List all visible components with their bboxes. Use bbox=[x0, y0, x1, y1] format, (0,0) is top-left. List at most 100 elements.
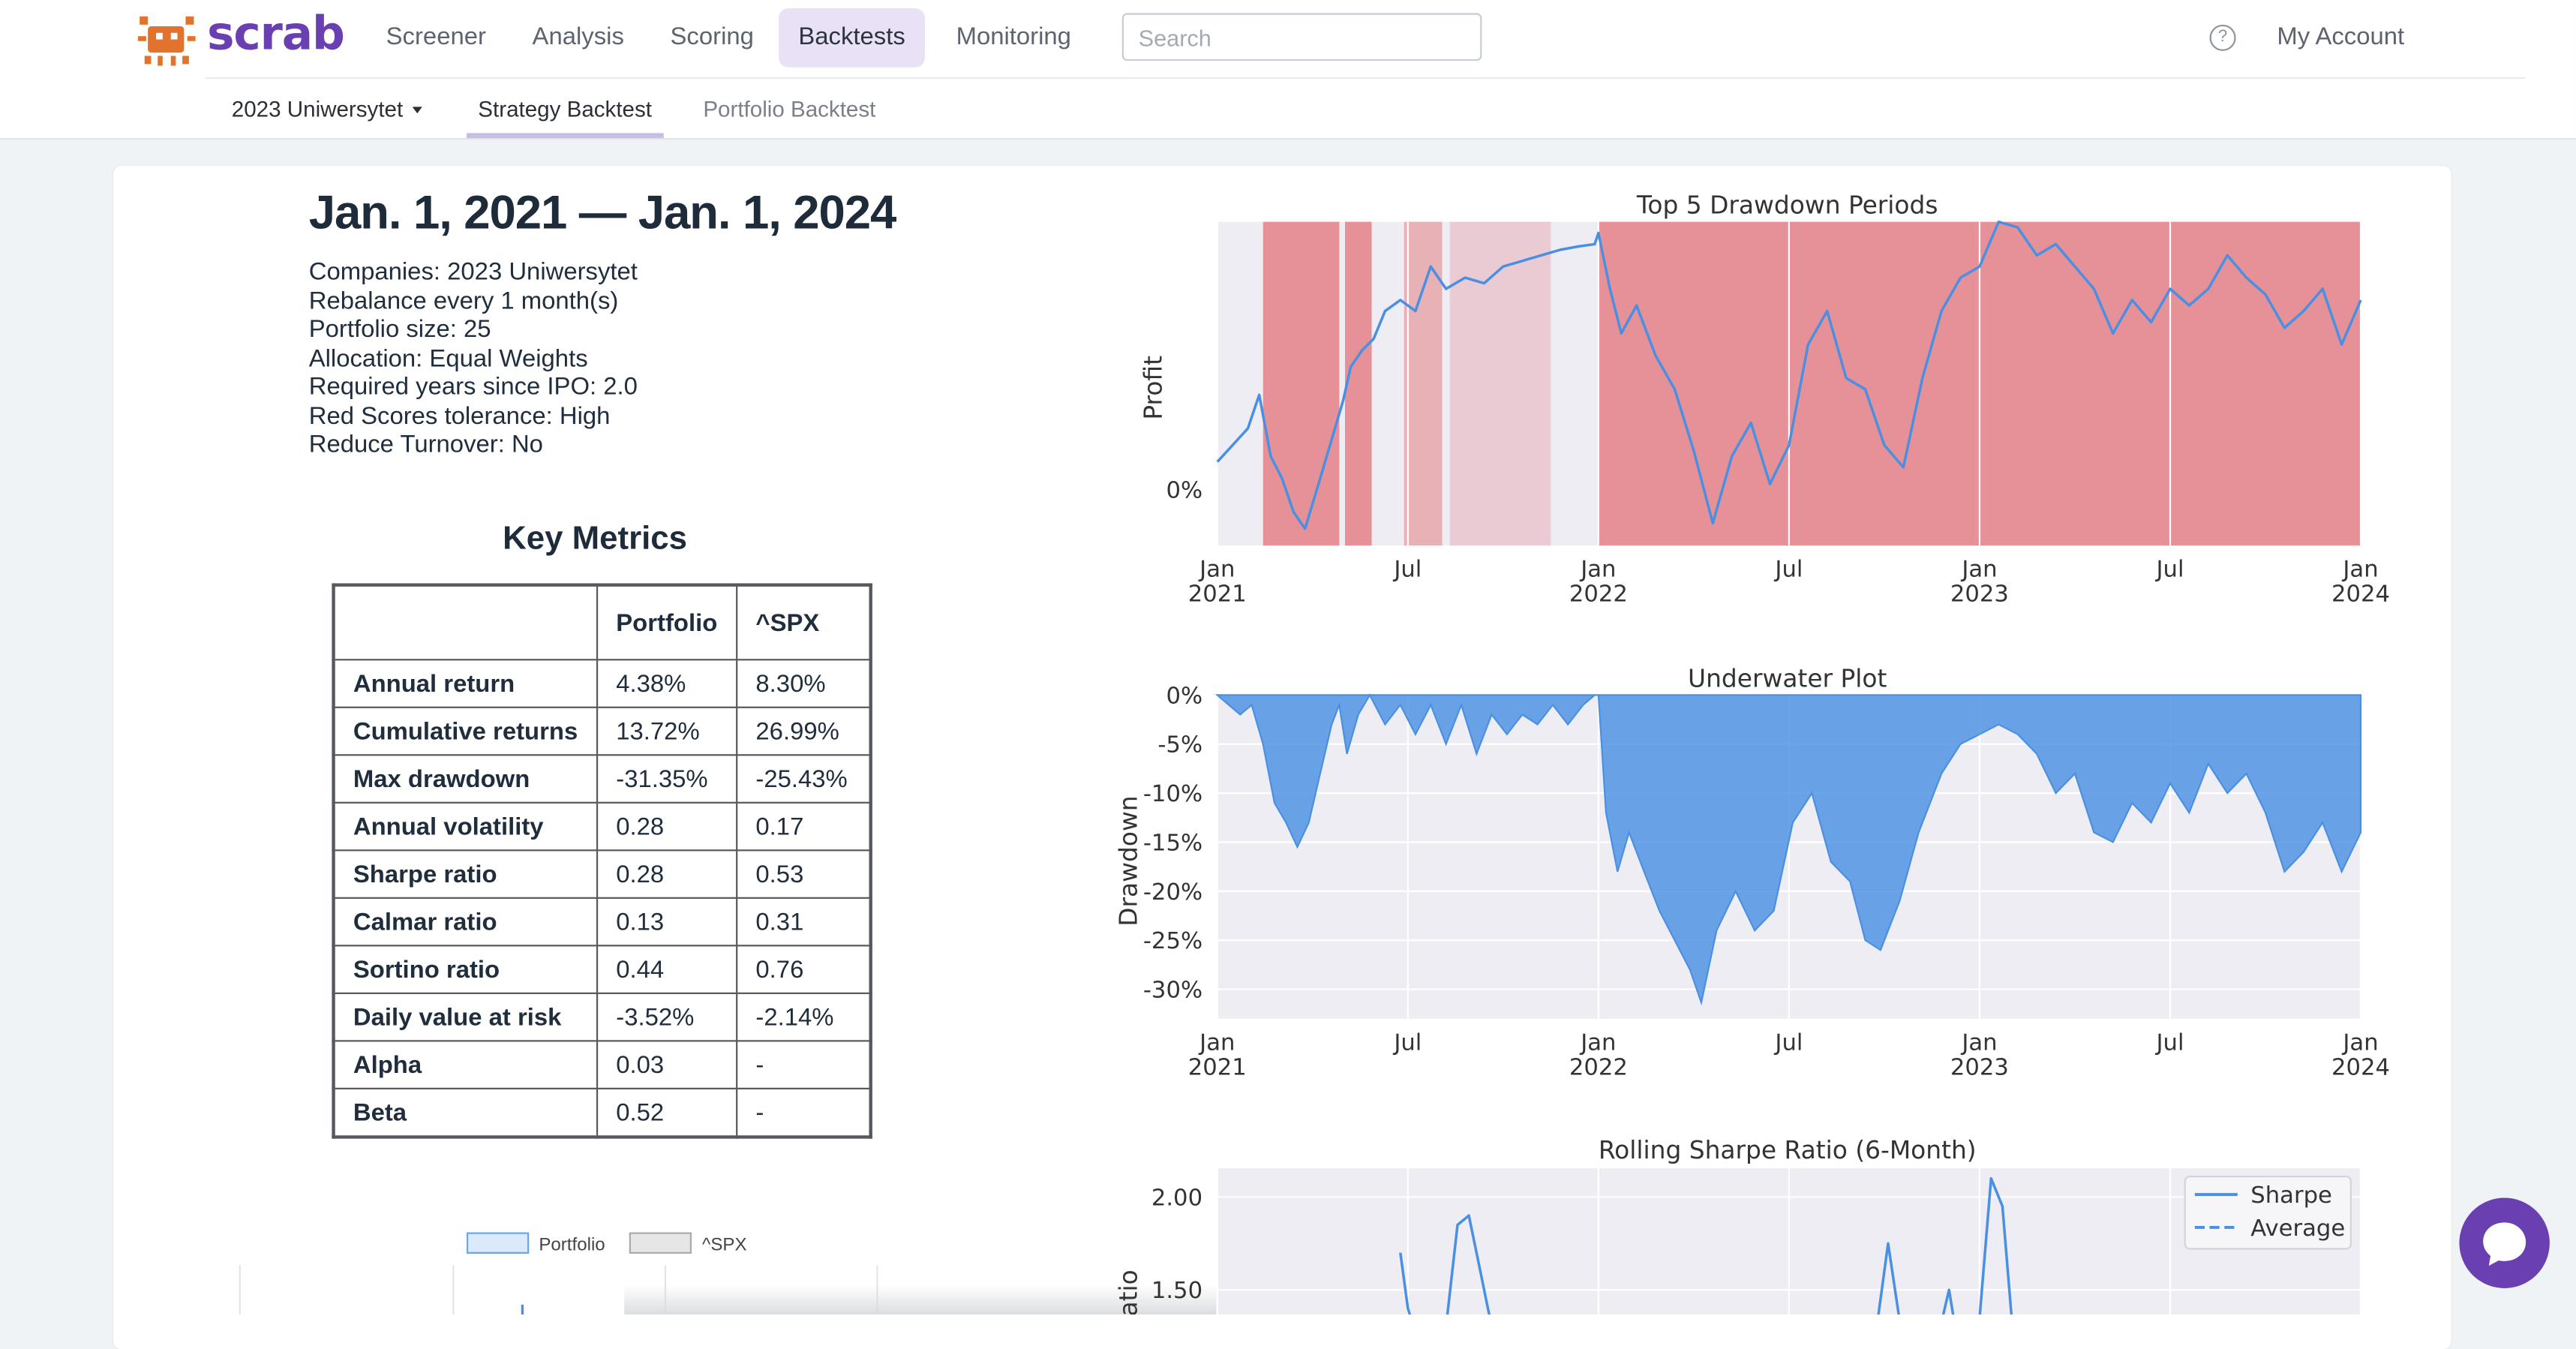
x-tick-label: 2024 bbox=[2331, 581, 2390, 608]
chart-title: Rolling Sharpe Ratio (6-Month) bbox=[1599, 1136, 1977, 1164]
summary-allocation: Allocation: Equal Weights bbox=[308, 344, 588, 374]
summary-ipo-years: Required years since IPO: 2.0 bbox=[308, 373, 638, 401]
x-tick-label: Jul bbox=[1773, 557, 1803, 583]
sharpe-line bbox=[1399, 1214, 1491, 1314]
legend-label-sharpe: Sharpe bbox=[2250, 1182, 2332, 1209]
summary-red-scores: Red Scores tolerance: High bbox=[308, 402, 611, 431]
page-title: Jan. 1, 2021 — Jan. 1, 2024 bbox=[308, 187, 897, 240]
metric-portfolio-value: 0.28 bbox=[596, 801, 738, 852]
summary-companies: Companies: 2023 Uniwersytet bbox=[308, 257, 638, 287]
x-tick-label: Jan bbox=[1198, 557, 1235, 583]
metric-name: Max drawdown bbox=[332, 754, 599, 804]
nav-analysis[interactable]: Analysis bbox=[532, 23, 624, 51]
metric-name: Daily value at risk bbox=[332, 992, 599, 1042]
key-metrics-table: Portfolio ^SPX Annual return 4.38% 8.30% C… bbox=[332, 583, 872, 1139]
tearsheet-charts: Top 5 Drawdown Periods0%ProfitJan2021Jul… bbox=[1114, 191, 2390, 1314]
table-header-portfolio: Portfolio bbox=[596, 584, 738, 661]
metric-portfolio-value: 4.38% bbox=[596, 659, 738, 708]
tab-strategy-backtest[interactable]: Strategy Backtest bbox=[466, 86, 664, 138]
legend-swatch-spx bbox=[629, 1232, 692, 1254]
y-tick-label: -5% bbox=[1157, 732, 1202, 759]
metric-spx-value: - bbox=[736, 1040, 872, 1089]
legend-label-spx: ^SPX bbox=[702, 1235, 747, 1256]
crab-logo-icon bbox=[137, 16, 196, 66]
metric-name: Alpha bbox=[332, 1040, 599, 1089]
legend-label-average: Average bbox=[2250, 1215, 2345, 1242]
table-row: Calmar ratio 0.13 0.31 bbox=[332, 897, 872, 947]
x-tick-label: 2022 bbox=[1569, 581, 1628, 608]
subnav-divider bbox=[205, 77, 2526, 80]
table-row: Annual volatility 0.28 0.17 bbox=[332, 801, 872, 852]
table-row: Sharpe ratio 0.28 0.53 bbox=[332, 849, 872, 899]
chat-button[interactable] bbox=[2459, 1197, 2550, 1288]
table-row: Beta 0.52- bbox=[332, 1087, 872, 1138]
table-header-row: Portfolio ^SPX bbox=[332, 584, 872, 661]
metric-spx-value: 0.31 bbox=[736, 897, 872, 947]
metric-name: Sortino ratio bbox=[332, 945, 599, 994]
tab-portfolio-backtest[interactable]: Portfolio Backtest bbox=[703, 97, 876, 122]
universe-dropdown-label: 2023 Uniwersytet bbox=[231, 97, 404, 122]
search-input[interactable] bbox=[1121, 13, 1482, 62]
profit-line bbox=[1216, 220, 2362, 530]
nav-backtests[interactable]: Backtests bbox=[779, 8, 926, 68]
metric-spx-value: 0.53 bbox=[736, 849, 872, 899]
nav-monitoring[interactable]: Monitoring bbox=[956, 23, 1071, 51]
metric-name: Annual volatility bbox=[332, 801, 599, 852]
y-tick-label: -30% bbox=[1143, 978, 1202, 1004]
y-tick-label: -25% bbox=[1143, 928, 1202, 954]
my-account-link[interactable]: My Account bbox=[2277, 23, 2405, 51]
question-circle-icon[interactable]: ? bbox=[2209, 24, 2236, 51]
metric-portfolio-value: -3.52% bbox=[596, 992, 738, 1042]
top-navbar: scrab Screener Analysis Scoring Backtest… bbox=[0, 0, 2576, 140]
brand-name: scrab bbox=[206, 6, 345, 62]
nav-screener[interactable]: Screener bbox=[386, 23, 486, 51]
x-tick-label: 2023 bbox=[1950, 1054, 2009, 1080]
y-tick-label: 1.50 bbox=[1151, 1278, 1202, 1304]
y-tick-label: 0% bbox=[1166, 478, 1202, 504]
x-tick-label: Jan bbox=[1198, 1029, 1235, 1056]
metric-portfolio-value: 0.13 bbox=[596, 897, 738, 947]
nav-scoring[interactable]: Scoring bbox=[670, 23, 754, 51]
y-tick-label: -20% bbox=[1143, 879, 1202, 906]
metric-portfolio-value: 0.28 bbox=[596, 849, 738, 899]
table-row: Alpha 0.03- bbox=[332, 1040, 872, 1089]
x-tick-label: 2023 bbox=[1950, 581, 2009, 608]
y-tick-label: -10% bbox=[1143, 781, 1202, 807]
metric-name: Calmar ratio bbox=[332, 897, 599, 947]
y-axis-label: Profit bbox=[1139, 356, 1167, 420]
metric-spx-value: 8.30% bbox=[736, 659, 872, 708]
key-metrics-title: Key Metrics bbox=[503, 521, 688, 557]
underwater-area bbox=[1214, 693, 2362, 1006]
x-tick-label: Jul bbox=[1392, 1029, 1422, 1056]
metric-spx-value: - bbox=[736, 1087, 872, 1138]
chart-title: Top 5 Drawdown Periods bbox=[1636, 191, 1938, 220]
drawdown-period-band bbox=[1449, 221, 1551, 546]
drawdown-period-band bbox=[1262, 221, 1340, 546]
metric-name: Beta bbox=[332, 1087, 599, 1138]
table-header-empty bbox=[332, 584, 599, 661]
metric-portfolio-value: 0.52 bbox=[596, 1087, 738, 1138]
x-tick-label: 2021 bbox=[1188, 1054, 1247, 1080]
x-tick-label: Jan bbox=[1579, 557, 1616, 583]
scrab-logo[interactable]: scrab bbox=[135, 7, 349, 69]
x-tick-label: Jul bbox=[1773, 1029, 1803, 1056]
x-tick-label: Jul bbox=[2154, 557, 2184, 583]
x-tick-label: Jan bbox=[1960, 557, 1997, 583]
y-axis-label: ratio bbox=[1114, 1269, 1142, 1314]
metric-spx-value: -2.14% bbox=[736, 992, 872, 1042]
universe-dropdown[interactable]: 2023 Uniwersytet bbox=[220, 86, 434, 135]
summary-rebalance: Rebalance every 1 month(s) bbox=[308, 287, 619, 316]
x-tick-label: 2024 bbox=[2331, 1054, 2390, 1080]
y-tick-label: -15% bbox=[1143, 830, 1202, 856]
summary-reduce-turnover: Reduce Turnover: No bbox=[308, 430, 543, 459]
x-tick-label: Jan bbox=[2341, 1029, 2378, 1056]
summary-portfolio-size: Portfolio size: 25 bbox=[308, 315, 491, 344]
metric-spx-value: -25.43% bbox=[736, 754, 872, 804]
table-row: Daily value at risk -3.52% -2.14% bbox=[332, 992, 872, 1042]
returns-chart-legend: Portfolio ^SPX bbox=[466, 1232, 747, 1256]
metric-spx-value: 0.17 bbox=[736, 801, 872, 852]
drawdown-period-band bbox=[1404, 221, 1443, 546]
metric-name: Sharpe ratio bbox=[332, 849, 599, 899]
caret-down-icon bbox=[413, 107, 423, 114]
x-tick-label: Jul bbox=[1392, 557, 1422, 583]
